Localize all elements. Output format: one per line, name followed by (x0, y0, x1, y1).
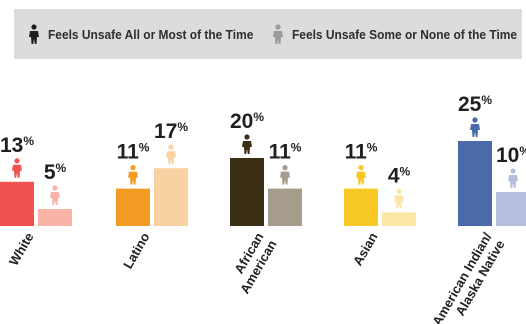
category-label-4: American Indian/Alaska Native (429, 230, 508, 324)
data-label-some-none-1: 17% (154, 120, 188, 143)
bar-some-none-0 (38, 209, 72, 226)
category-label-1: Latino (120, 230, 153, 271)
data-label-all-most-3: 11% (345, 141, 378, 164)
person-icon (470, 117, 480, 137)
data-label-unit: % (400, 164, 411, 178)
data-label-some-none-4: 10% (496, 144, 526, 167)
data-label-unit: % (253, 110, 264, 124)
person-icon (356, 165, 366, 185)
person-icon (242, 134, 252, 154)
data-label-all-most-1: 11% (117, 141, 150, 164)
bar-some-none-3 (382, 212, 416, 226)
data-label-unit: % (139, 141, 150, 155)
category-label-line: White (6, 230, 37, 268)
data-label-unit: % (56, 161, 67, 175)
bar-all-most-1 (116, 188, 150, 226)
data-label-all-most-0: 13% (0, 134, 34, 157)
data-label-unit: % (481, 93, 492, 107)
data-label-value: 4 (388, 164, 400, 187)
person-icon (29, 24, 39, 44)
person-icon (280, 165, 290, 185)
data-label-unit: % (519, 144, 526, 158)
person-icon (166, 144, 176, 165)
bar-some-none-4 (496, 192, 526, 226)
bar-all-most-4 (458, 141, 492, 226)
person-icon (394, 188, 404, 209)
data-label-value: 25 (458, 93, 482, 116)
data-label-value: 11 (345, 141, 368, 164)
data-label-some-none-3: 4% (388, 164, 411, 187)
data-label-unit: % (23, 134, 34, 148)
data-label-value: 13 (0, 134, 23, 157)
bar-all-most-3 (344, 188, 378, 226)
legend-label-unsafe-some-none: Feels Unsafe Some or None of the Time (292, 26, 518, 42)
category-label-2: AfricanAmerican (224, 230, 280, 296)
data-label-value: 11 (269, 141, 292, 164)
person-icon (273, 24, 283, 44)
data-label-some-none-2: 11% (269, 141, 302, 164)
legend-item-unsafe-all-most: Feels Unsafe All or Most of the Time (28, 9, 271, 59)
data-label-value: 11 (117, 141, 140, 164)
person-icon (50, 185, 60, 205)
data-label-all-most-4: 25% (458, 93, 492, 116)
data-label-some-none-0: 5% (44, 161, 67, 184)
data-label-value: 5 (44, 161, 56, 184)
chart-legend: Feels Unsafe All or Most of the Time Fee… (14, 9, 522, 59)
bar-some-none-1 (154, 168, 188, 226)
data-label-unit: % (291, 141, 302, 155)
bar-all-most-2 (230, 158, 264, 226)
category-label-3: Asian (350, 230, 381, 268)
data-label-unit: % (367, 141, 378, 155)
category-label-line: Latino (120, 230, 153, 271)
category-label-0: White (6, 230, 37, 268)
data-label-unit: % (177, 120, 188, 134)
person-icon (12, 158, 22, 178)
category-label-line: Asian (350, 230, 381, 268)
data-label-value: 17 (154, 120, 177, 143)
data-label-value: 20 (230, 110, 253, 133)
person-icon (128, 165, 138, 185)
person-icon (508, 168, 518, 188)
legend-item-unsafe-some-none: Feels Unsafe Some or None of the Time (272, 9, 526, 59)
legend-label-unsafe-all-most: Feels Unsafe All or Most of the Time (48, 26, 254, 42)
bar-all-most-0 (0, 181, 34, 226)
data-label-value: 10 (496, 144, 519, 167)
bar-some-none-2 (268, 188, 302, 226)
data-label-all-most-2: 20% (230, 110, 264, 133)
